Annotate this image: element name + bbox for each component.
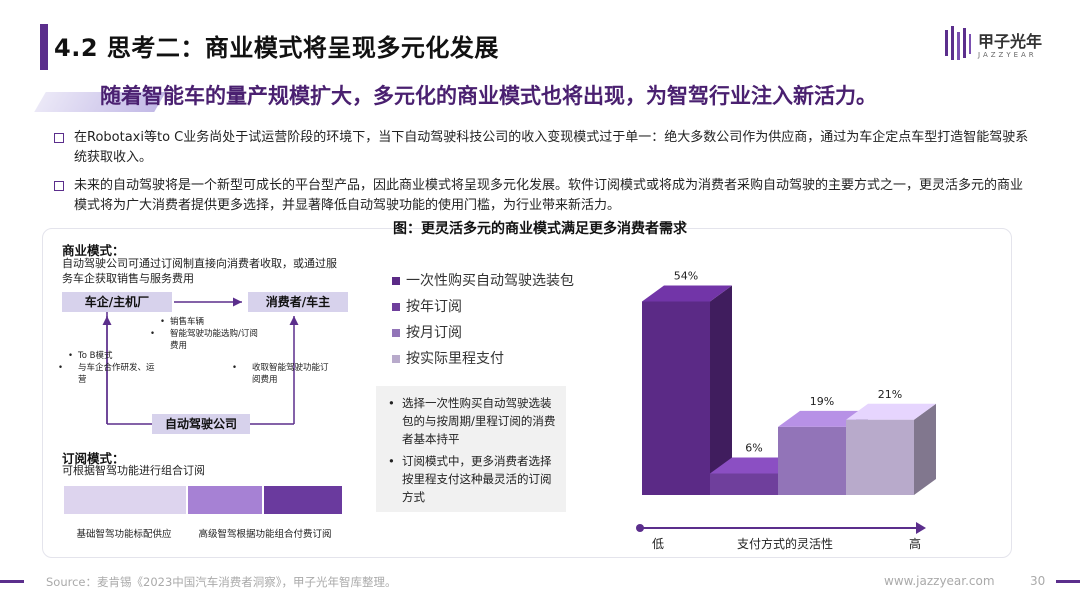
source-note: Source：麦肯锡《2023中国汽车消费者洞察》，甲子光年智库整理。 xyxy=(46,575,397,589)
bar-value-label: 6% xyxy=(745,442,762,455)
logo-mark-icon xyxy=(945,26,971,60)
bar-chart: 54% 6% 19% 21% 低 支付方式的灵活性 高 xyxy=(636,270,936,551)
bar xyxy=(778,426,846,495)
flow-arrows xyxy=(102,297,299,425)
chart-legend: 一次性购买自动驾驶选装包 按年订阅 按月订阅 按实际里程支付 xyxy=(392,272,574,376)
swatch-label-advanced: 高级智驾根据功能组合付费订阅 xyxy=(198,529,332,540)
bar xyxy=(846,419,914,495)
bar xyxy=(642,301,710,495)
bar-top xyxy=(778,410,868,427)
legend-square-icon xyxy=(392,303,400,311)
flow-left-labels: • To B模式 • 与车企合作研发、运营 xyxy=(58,351,155,385)
x-axis-label: 支付方式的灵活性 xyxy=(737,536,833,551)
footer-accent-right xyxy=(1056,580,1080,583)
figure-caption: 图：更灵活多元的商业模式满足更多消费者需求 xyxy=(393,221,687,237)
x-axis-start-dot xyxy=(636,524,644,532)
legend-square-icon xyxy=(392,329,400,337)
bullet-item: 未来的自动驾驶将是一个新型可成长的平台型产品，因此商业模式将呈现多元化发展。软件… xyxy=(52,176,1032,216)
swatch-advanced xyxy=(188,486,262,514)
business-model-heading: 商业模式： xyxy=(62,243,125,258)
legend-item: 按实际里程支付 xyxy=(392,350,574,376)
x-axis-low-label: 低 xyxy=(652,537,664,551)
bullet-list: 在Robotaxi等to C业务尚处于试运营阶段的环境下，当下自动驾驶科技公司的… xyxy=(52,128,1032,224)
bar xyxy=(710,473,778,495)
bullet-item: 在Robotaxi等to C业务尚处于试运营阶段的环境下，当下自动驾驶科技公司的… xyxy=(52,128,1032,168)
note-item: 选择一次性购买自动驾驶选装包的与按周期/里程订阅的消费者基本持平 xyxy=(388,394,558,448)
legend-square-icon xyxy=(392,355,400,363)
x-axis-arrow-icon xyxy=(916,522,926,534)
footer-accent-left xyxy=(0,580,24,583)
subscription-heading: 订阅模式： xyxy=(62,451,125,466)
logo-subtext: JAZZYEAR xyxy=(978,51,1037,59)
node-company: 自动驾驶公司 xyxy=(152,414,250,434)
page-number: 30 xyxy=(1030,574,1046,588)
bar-top xyxy=(710,457,800,474)
title-accent-bar xyxy=(40,24,48,70)
legend-item: 按年订阅 xyxy=(392,298,574,324)
node-oem: 车企/主机厂 xyxy=(62,292,172,312)
subscription-desc: 可根据智驾功能进行组合订阅 xyxy=(62,464,205,477)
subtitle: 随着智能车的量产规模扩大，多元化的商业模式也将出现，为智驾行业注入新活力。 xyxy=(100,84,877,108)
flow-top-labels: • 销售车辆 • 智能驾驶功能选购/订阅费用 xyxy=(150,317,258,351)
note-item: 订阅模式中，更多消费者选择按里程支付这种最灵活的订阅方式 xyxy=(388,452,558,506)
page-title: 4.2 思考二：商业模式将呈现多元化发展 xyxy=(54,34,499,62)
bar-value-label: 54% xyxy=(674,270,698,283)
x-axis-high-label: 高 xyxy=(909,536,921,551)
square-bullet-icon xyxy=(54,181,64,191)
logo-name: 甲子光年 xyxy=(978,32,1043,51)
flow-right-labels: • 收取智能驾驶功能订阅费用 xyxy=(232,363,329,385)
notes-box: 选择一次性购买自动驾驶选装包的与按周期/里程订阅的消费者基本持平 订阅模式中，更… xyxy=(376,386,566,512)
swatch-basic xyxy=(64,486,186,514)
swatch-premium xyxy=(264,486,342,514)
bar-top xyxy=(846,403,936,420)
bar-top xyxy=(642,285,732,302)
swatch-label-basic: 基础智驾功能标配供应 xyxy=(76,529,172,540)
legend-item: 一次性购买自动驾驶选装包 xyxy=(392,272,574,298)
bar-side xyxy=(914,403,936,495)
bar-value-label: 21% xyxy=(878,388,902,401)
brand-logo: 甲子光年 JAZZYEAR xyxy=(944,22,1054,66)
bar-value-label: 19% xyxy=(810,395,834,408)
square-bullet-icon xyxy=(54,133,64,143)
site-url: www.jazzyear.com xyxy=(884,574,995,588)
business-model-desc: 自动驾驶公司可通过订阅制直接向消费者收取，或通过服务车企获取销售与服务费用 xyxy=(62,257,337,285)
legend-square-icon xyxy=(392,277,400,285)
legend-item: 按月订阅 xyxy=(392,324,574,350)
bar-side xyxy=(710,285,732,495)
business-model-diagram: 商业模式： 自动驾驶公司可通过订阅制直接向消费者收取，或通过服务车企获取销售与服… xyxy=(58,238,362,548)
node-consumer: 消费者/车主 xyxy=(248,292,348,312)
